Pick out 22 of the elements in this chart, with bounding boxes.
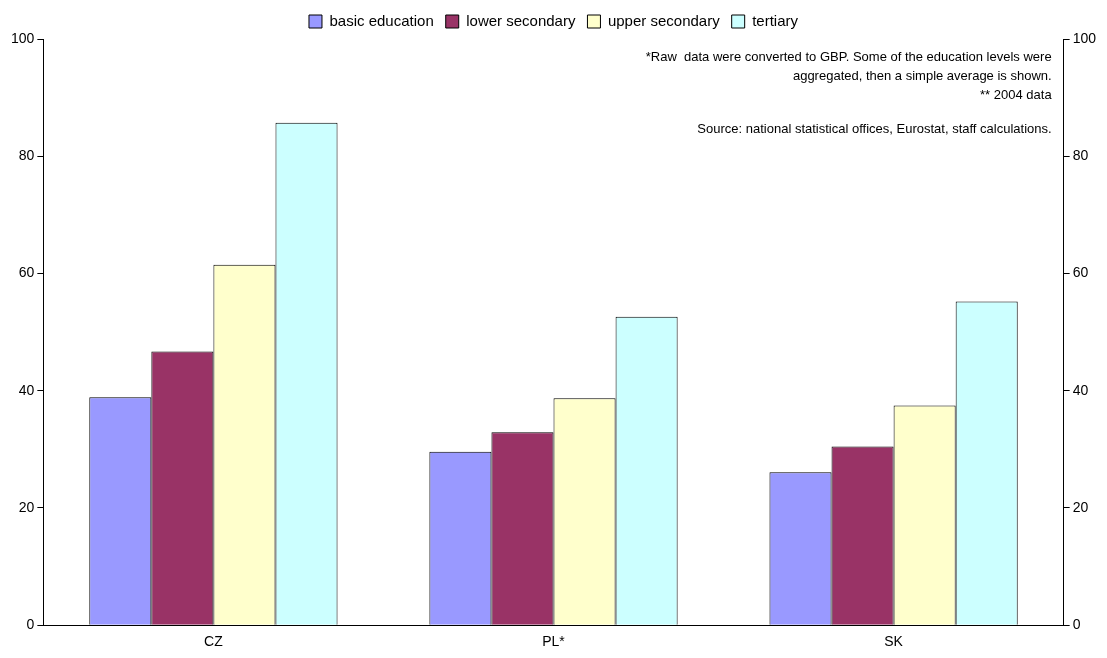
y2-tick-label: 60 <box>1072 264 1089 281</box>
x-tick-label: CZ <box>204 633 224 650</box>
legend-label: upper secondary <box>607 11 721 29</box>
y2-tick-label: 100 <box>1072 29 1097 46</box>
y2-tick-label: 0 <box>1072 616 1081 633</box>
annotation: Source: national statistical offices, Eurostat, staff calculations. <box>697 121 1052 137</box>
y2-tick-label: 80 <box>1072 147 1089 164</box>
y-tick-label: 60 <box>18 264 35 281</box>
x-tick-label: PL* <box>542 633 566 650</box>
y2-tick-label: 20 <box>1072 498 1089 515</box>
y-tick-label: 40 <box>18 381 35 398</box>
annotation: *Raw data were converted to GBP. Some of the education levels were aggregated, then a simple average is shown. <box>645 49 1052 84</box>
legend-label: tertiary <box>752 11 799 29</box>
legend-label: lower secondary <box>466 11 576 29</box>
legend-label: basic education <box>329 11 434 29</box>
y2-tick-label: 40 <box>1072 381 1089 398</box>
x-tick-label: SK <box>884 633 904 650</box>
annotation: ** 2004 data <box>980 87 1053 103</box>
y-tick-label: 80 <box>18 147 35 164</box>
y-tick-label: 20 <box>18 498 35 515</box>
y-tick-label: 100 <box>11 29 35 46</box>
y-tick-label: 0 <box>26 616 35 633</box>
